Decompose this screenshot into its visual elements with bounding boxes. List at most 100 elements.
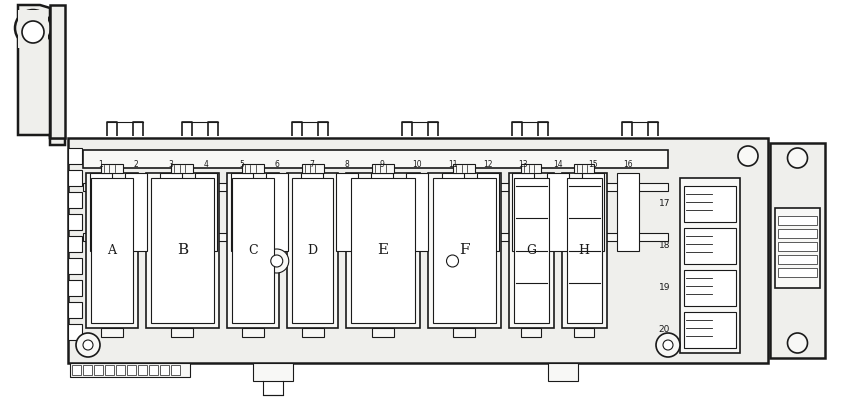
Bar	[68, 170, 82, 186]
Bar	[83, 233, 667, 241]
Bar	[508, 173, 553, 328]
Bar	[372, 164, 393, 173]
Bar	[561, 173, 606, 328]
Bar	[567, 178, 601, 323]
Bar	[511, 173, 533, 251]
Bar	[70, 363, 189, 377]
Bar	[336, 173, 357, 251]
Bar	[232, 178, 274, 323]
Text: 20: 20	[658, 326, 669, 334]
Bar	[83, 183, 667, 191]
Bar	[287, 173, 338, 328]
Bar	[253, 363, 293, 381]
Bar	[101, 164, 123, 173]
Bar	[684, 270, 735, 306]
Bar	[127, 365, 136, 375]
Bar	[151, 178, 214, 323]
Bar	[372, 328, 393, 337]
Bar	[160, 173, 182, 251]
Bar	[441, 173, 463, 251]
Text: 10: 10	[412, 160, 422, 169]
Bar	[453, 164, 474, 173]
Bar	[684, 312, 735, 348]
Text: 17: 17	[658, 200, 669, 208]
Bar	[679, 178, 739, 353]
Bar	[68, 258, 82, 274]
Circle shape	[787, 148, 807, 168]
Circle shape	[655, 333, 679, 357]
Circle shape	[270, 255, 282, 267]
Bar	[68, 324, 82, 340]
Bar	[684, 228, 735, 264]
Bar	[346, 173, 419, 328]
Text: G: G	[526, 244, 536, 257]
Bar	[149, 365, 158, 375]
Bar	[371, 173, 393, 251]
Text: H: H	[578, 244, 589, 257]
Bar	[291, 178, 333, 323]
Bar	[513, 178, 548, 323]
Text: B: B	[177, 244, 188, 258]
Circle shape	[446, 255, 458, 267]
Text: A: A	[108, 244, 116, 257]
Bar	[50, 5, 65, 138]
Bar	[242, 328, 263, 337]
Bar	[91, 178, 133, 323]
Bar	[777, 242, 816, 251]
Bar	[86, 173, 138, 328]
Text: C: C	[248, 244, 257, 257]
Circle shape	[662, 340, 672, 350]
Circle shape	[76, 333, 100, 357]
Circle shape	[737, 146, 757, 166]
Circle shape	[83, 340, 93, 350]
Bar	[581, 173, 604, 251]
Bar	[769, 143, 824, 358]
Text: 2: 2	[133, 160, 139, 169]
Bar	[72, 365, 81, 375]
Text: D: D	[307, 244, 317, 257]
Bar	[171, 164, 193, 173]
Text: 8: 8	[344, 160, 349, 169]
Bar	[90, 173, 112, 251]
Bar	[68, 192, 82, 208]
Bar	[432, 178, 495, 323]
Bar	[68, 214, 82, 230]
Bar	[195, 173, 217, 251]
Bar	[138, 365, 147, 375]
Bar	[101, 328, 123, 337]
Bar	[170, 365, 180, 375]
Text: 1: 1	[98, 160, 103, 169]
Bar	[68, 236, 82, 252]
Circle shape	[22, 21, 44, 43]
Bar	[548, 363, 578, 381]
Bar	[573, 328, 593, 337]
Bar	[547, 173, 568, 251]
Bar	[616, 173, 639, 251]
Bar	[83, 365, 92, 375]
Bar	[301, 328, 323, 337]
Bar	[68, 302, 82, 318]
Circle shape	[440, 249, 464, 273]
Text: 7: 7	[309, 160, 314, 169]
Bar	[94, 365, 102, 375]
Bar	[171, 328, 193, 337]
Bar	[105, 365, 114, 375]
Text: 16: 16	[623, 160, 632, 169]
Bar	[573, 164, 593, 173]
Bar	[231, 173, 252, 251]
Text: E: E	[377, 244, 388, 258]
Bar	[226, 173, 278, 328]
Text: 6: 6	[274, 160, 279, 169]
Polygon shape	[18, 5, 65, 145]
Text: 9: 9	[380, 160, 384, 169]
Circle shape	[787, 333, 807, 353]
Text: 4: 4	[204, 160, 208, 169]
Bar	[68, 148, 82, 164]
Text: 18: 18	[658, 242, 669, 250]
Bar	[242, 164, 263, 173]
Circle shape	[264, 249, 288, 273]
Bar	[777, 216, 816, 225]
Bar	[300, 173, 323, 251]
Text: 13: 13	[517, 160, 527, 169]
Bar	[68, 138, 767, 363]
